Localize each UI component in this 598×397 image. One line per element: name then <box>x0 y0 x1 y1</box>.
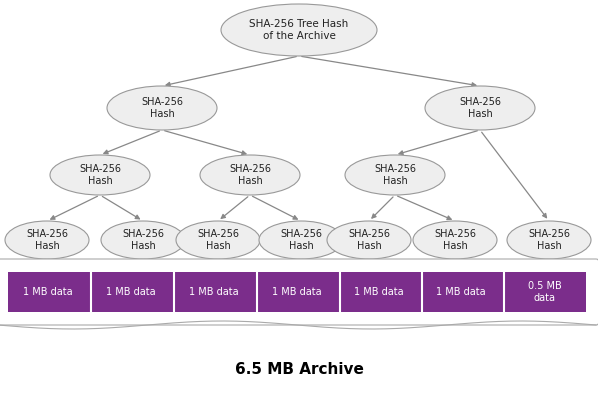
Ellipse shape <box>507 221 591 259</box>
Ellipse shape <box>107 86 217 130</box>
Ellipse shape <box>259 221 343 259</box>
Text: 1 MB data: 1 MB data <box>106 287 155 297</box>
Ellipse shape <box>345 155 445 195</box>
Text: 1 MB data: 1 MB data <box>189 287 239 297</box>
Text: SHA-256
Hash: SHA-256 Hash <box>528 229 570 251</box>
FancyBboxPatch shape <box>0 259 598 325</box>
Bar <box>8 272 586 312</box>
Text: SHA-256
Hash: SHA-256 Hash <box>459 97 501 119</box>
Text: 1 MB data: 1 MB data <box>354 287 404 297</box>
Text: SHA-256
Hash: SHA-256 Hash <box>79 164 121 186</box>
Text: SHA-256
Hash: SHA-256 Hash <box>26 229 68 251</box>
Text: 6.5 MB Archive: 6.5 MB Archive <box>234 362 364 378</box>
Ellipse shape <box>425 86 535 130</box>
Ellipse shape <box>50 155 150 195</box>
Text: SHA-256
Hash: SHA-256 Hash <box>434 229 476 251</box>
Ellipse shape <box>5 221 89 259</box>
Text: SHA-256
Hash: SHA-256 Hash <box>229 164 271 186</box>
Ellipse shape <box>413 221 497 259</box>
Ellipse shape <box>200 155 300 195</box>
Ellipse shape <box>176 221 260 259</box>
Text: SHA-256
Hash: SHA-256 Hash <box>197 229 239 251</box>
Text: SHA-256
Hash: SHA-256 Hash <box>348 229 390 251</box>
Text: 1 MB data: 1 MB data <box>271 287 321 297</box>
Text: 0.5 MB
data: 0.5 MB data <box>528 281 562 303</box>
Text: 1 MB data: 1 MB data <box>436 287 486 297</box>
Text: SHA-256
Hash: SHA-256 Hash <box>374 164 416 186</box>
Text: SHA-256
Hash: SHA-256 Hash <box>141 97 183 119</box>
Ellipse shape <box>101 221 185 259</box>
Ellipse shape <box>327 221 411 259</box>
Text: SHA-256
Hash: SHA-256 Hash <box>122 229 164 251</box>
Text: SHA-256 Tree Hash
of the Archive: SHA-256 Tree Hash of the Archive <box>249 19 349 41</box>
Text: SHA-256
Hash: SHA-256 Hash <box>280 229 322 251</box>
Ellipse shape <box>221 4 377 56</box>
Text: 1 MB data: 1 MB data <box>23 287 72 297</box>
